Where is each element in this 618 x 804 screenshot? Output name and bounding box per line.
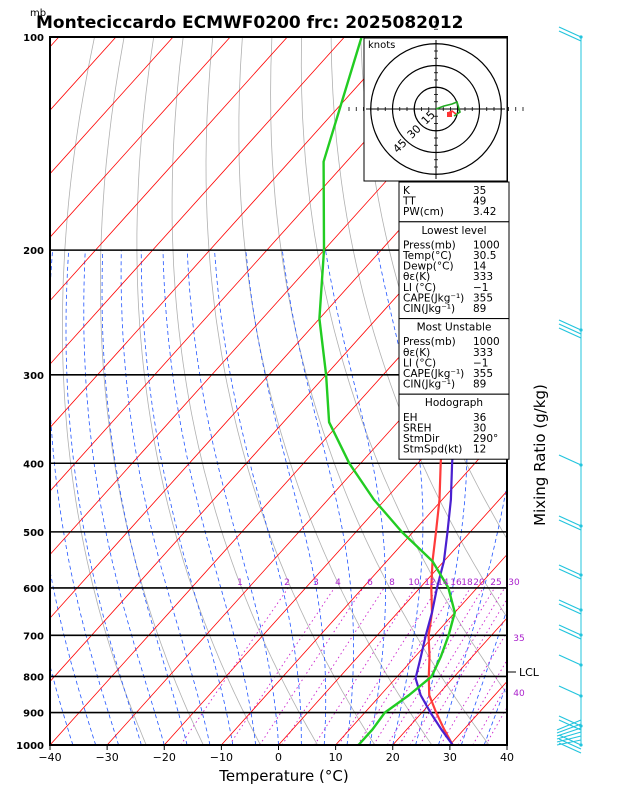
mixing-ratio-line <box>282 588 384 745</box>
chart-title: Monteciccardo ECMWF0200 frc: 2025082012 <box>36 13 464 33</box>
mixing-ratio-label: 18 <box>461 578 473 588</box>
pressure-tick-label: 600 <box>23 584 44 595</box>
wind-barb <box>559 686 581 696</box>
pressure-tick-label: 700 <box>23 631 44 642</box>
dry-adiabat-line <box>137 37 261 745</box>
pressure-tick-label: 200 <box>23 246 44 257</box>
wind-barb-dot <box>579 524 582 527</box>
x-tick-label: −20 <box>153 751 176 764</box>
wind-barb-dot <box>579 463 582 466</box>
mixing-ratio-label: 30 <box>508 578 520 588</box>
mixing-ratio-label: 25 <box>490 578 501 588</box>
wind-barb <box>559 455 581 465</box>
stats-value: 89 <box>473 303 486 315</box>
mixing-ratio-line <box>260 588 363 745</box>
dry-adiabat-line <box>62 37 146 745</box>
mixing-ratio-label: 8 <box>389 578 395 588</box>
moist-adiabat-line <box>66 250 141 745</box>
dry-adiabat-line <box>538 37 618 745</box>
stats-label: StmSpd(kt) <box>403 444 462 456</box>
dry-adiabat-line <box>597 37 618 745</box>
stats-section-title: Lowest level <box>421 225 486 237</box>
isotherm-line <box>0 37 402 745</box>
dry-adiabat-line <box>568 37 618 745</box>
mixing-ratio-label: 1 <box>237 578 243 588</box>
moist-adiabat-line <box>246 250 326 745</box>
dry-adiabat-line <box>100 37 203 745</box>
mixing-ratio-label: 10 <box>408 578 420 588</box>
pressure-tick-label: 500 <box>23 528 44 539</box>
x-tick-label: 40 <box>500 751 514 764</box>
wind-barb-dot <box>579 35 582 38</box>
pressure-tick-label: 100 <box>23 33 44 44</box>
pressure-tick-label: 400 <box>23 459 44 470</box>
x-tick-label: −30 <box>96 751 119 764</box>
moist-adiabat-line <box>141 250 233 745</box>
dry-adiabat-line <box>172 37 318 745</box>
dry-adiabat-line <box>206 37 375 745</box>
stats-value: 12 <box>473 444 486 456</box>
mixing-ratio-line <box>315 588 415 745</box>
wind-barb-dot <box>579 633 582 636</box>
pressure-tick-label: 800 <box>23 672 44 683</box>
mixing-ratio-line <box>410 588 505 745</box>
mixing-ratio-label: 12 <box>424 578 435 588</box>
wind-barb-dot <box>579 573 582 576</box>
x-tick-label: 20 <box>386 751 400 764</box>
moist-adiabat-line <box>163 250 256 745</box>
wind-barb-dot <box>579 663 582 666</box>
stats-value: 89 <box>473 379 486 391</box>
stats-section-title: Hodograph <box>425 397 483 409</box>
stats-label: PW(cm) <box>403 206 444 218</box>
mixing-ratio-label: 6 <box>367 578 373 588</box>
mixing-ratio-line <box>230 588 335 745</box>
pressure-tick-label: 300 <box>23 371 44 382</box>
mixing-ratio-label: 40 <box>513 689 525 699</box>
mixing-ratio-label: 3 <box>313 578 319 588</box>
dry-adiabat-line <box>509 37 618 745</box>
mixing-ratio-label: 14 <box>437 578 449 588</box>
hodograph-units: knots <box>368 40 395 51</box>
moist-adiabat-line <box>326 250 386 745</box>
stats-section-title: Most Unstable <box>417 322 492 334</box>
mixing-ratio-label: 2 <box>284 578 290 588</box>
x-tick-label: −10 <box>210 751 233 764</box>
isotherm-line <box>0 37 2 745</box>
isotherm-line <box>0 37 116 745</box>
moist-adiabat-line <box>282 250 353 745</box>
mixing-ratio-label: 20 <box>473 578 485 588</box>
mixing-ratio-label: 16 <box>450 578 462 588</box>
moist-adiabat-line <box>0 250 50 745</box>
x-tick-label: 10 <box>329 751 343 764</box>
mixing-ratio-label: 35 <box>513 634 524 644</box>
wind-barb <box>559 655 581 665</box>
wind-barb-dot <box>579 743 582 746</box>
wind-barb-dot <box>579 694 582 697</box>
lcl-label: LCL <box>519 666 540 679</box>
moist-adiabat-line <box>187 250 278 745</box>
x-tick-label: 0 <box>275 751 282 764</box>
mixing-ratio-line <box>420 588 514 745</box>
y-axis-label: Mixing Ratio (g/kg) <box>531 384 549 526</box>
stats-label: CIN(Jkg⁻¹) <box>403 379 455 391</box>
pressure-tick-label: 900 <box>23 709 44 720</box>
storm-motion-marker <box>447 112 452 117</box>
stats-value: 3.42 <box>473 206 496 218</box>
x-tick-label: 30 <box>443 751 457 764</box>
moist-adiabat-line <box>14 250 73 745</box>
mixing-ratio-label: 4 <box>335 578 341 588</box>
x-tick-label: −40 <box>38 751 61 764</box>
x-axis-label: Temperature (°C) <box>218 767 348 785</box>
wind-barb-dot <box>579 608 582 611</box>
wind-barb-dot <box>579 328 582 331</box>
stats-label: CIN(Jkg⁻¹) <box>403 303 455 315</box>
